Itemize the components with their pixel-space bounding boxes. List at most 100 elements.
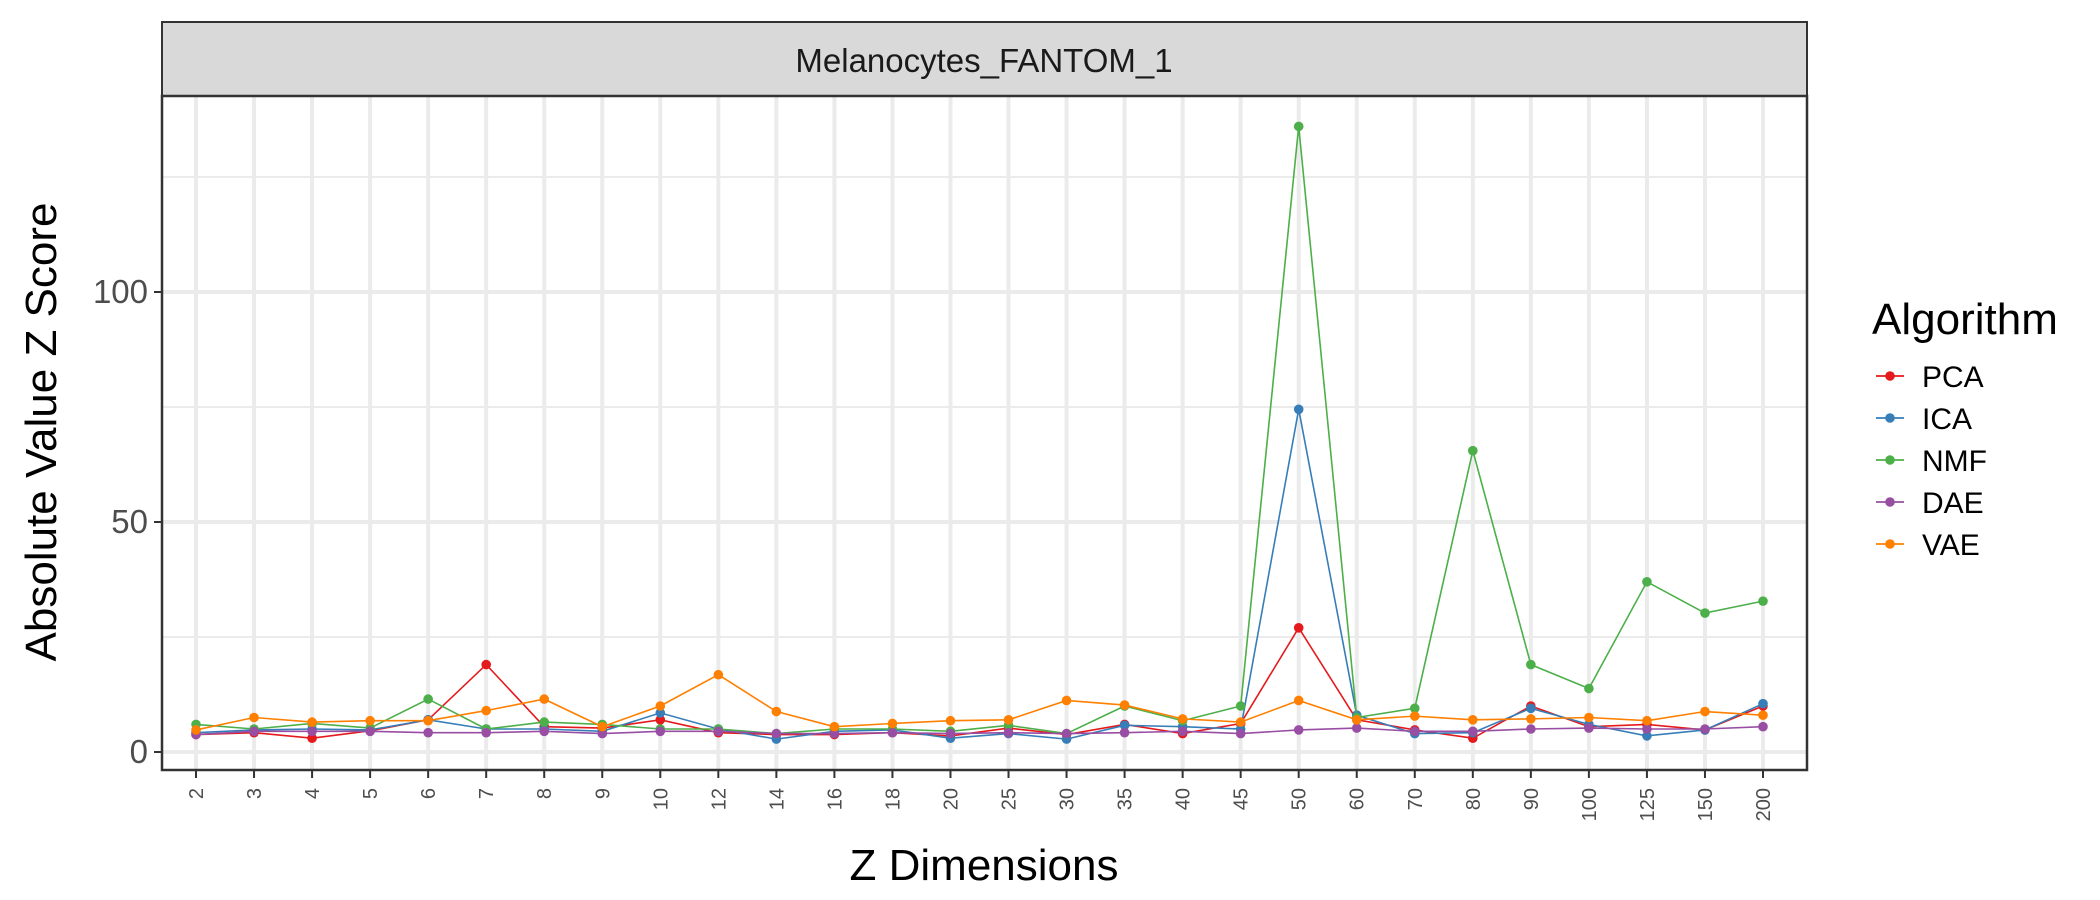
data-point-dae [365, 726, 375, 737]
panel-border [160, 94, 1809, 772]
data-point-ica [655, 708, 666, 718]
data-point-nmf [1642, 577, 1652, 587]
data-point-nmf [1584, 683, 1594, 694]
data-point-dae [1758, 721, 1768, 732]
x-tick-label: 50 [1289, 788, 1311, 810]
data-point-pca [481, 659, 491, 670]
data-point-dae [1177, 726, 1188, 737]
data-point-vae [481, 705, 491, 716]
data-point-vae [597, 721, 608, 732]
data-point-dae [423, 727, 433, 738]
x-tick-label: 25 [999, 788, 1021, 810]
x-tick-label: 100 [1579, 788, 1601, 821]
x-tick-label: 16 [824, 788, 846, 810]
x-tick-label: 9 [592, 788, 614, 799]
x-tick-label: 90 [1521, 788, 1543, 810]
legend-label-dae: DAE [1922, 487, 1984, 520]
x-tick-label: 30 [1057, 788, 1079, 810]
data-point-ica [1758, 698, 1768, 709]
data-point-nmf [423, 694, 433, 704]
legend-key-point-nmf [1885, 455, 1895, 465]
data-point-dae [1584, 723, 1594, 733]
data-point-dae [887, 727, 898, 738]
data-point-vae [945, 715, 956, 726]
x-tick-label: 150 [1695, 788, 1717, 821]
data-point-vae [1642, 715, 1652, 726]
legend-title: Algorithm [1872, 295, 2058, 344]
data-point-ica [1642, 731, 1652, 741]
data-point-dae [1700, 724, 1710, 734]
data-point-dae [1642, 724, 1652, 734]
data-point-vae [1003, 715, 1014, 725]
major-gridlines [162, 96, 1807, 770]
series-line-vae [195, 673, 1764, 731]
legend: Algorithm PCA ICA NMF DAE VAE [1872, 295, 2058, 562]
x-tick-label: 60 [1347, 788, 1369, 810]
data-point-ica [1119, 720, 1130, 731]
series-line-dae [195, 725, 1764, 736]
data-point-dae [307, 726, 317, 737]
data-point-ica [1526, 703, 1536, 714]
data-point-nmf [1700, 608, 1710, 618]
series-line-ica [195, 409, 1764, 740]
data-point-vae [1526, 714, 1536, 724]
x-tick-label: 8 [534, 788, 556, 799]
legend-key-point-vae [1885, 539, 1895, 549]
data-point-vae [307, 717, 317, 727]
series-line-pca [195, 626, 1764, 740]
x-tick-label: 3 [244, 788, 266, 799]
data-point-nmf [539, 717, 550, 727]
data-point-vae [365, 715, 375, 726]
legend-label-nmf: NMF [1922, 445, 1987, 478]
data-point-vae [1758, 710, 1768, 720]
y-tick-label: 50 [111, 503, 148, 540]
legend-label-vae: VAE [1922, 529, 1980, 562]
data-point-nmf [1235, 701, 1246, 711]
x-tick-label: 4 [302, 788, 324, 799]
data-point-dae [597, 728, 608, 739]
data-point-vae [191, 725, 201, 735]
data-point-vae [1409, 711, 1420, 721]
data-point-vae [423, 715, 433, 726]
data-point-vae [249, 712, 259, 723]
data-point-pca [307, 733, 317, 743]
x-tick-label: 35 [1115, 788, 1137, 810]
data-point-dae [1061, 728, 1072, 739]
x-tick-label: 2 [186, 788, 208, 799]
data-point-dae [1468, 726, 1478, 737]
x-tick-label: 10 [650, 788, 672, 810]
data-point-dae [829, 728, 840, 739]
data-point-vae [1061, 695, 1072, 706]
data-point-pca [655, 715, 666, 725]
x-tick-label: 125 [1637, 788, 1659, 821]
data-point-dae [1235, 728, 1246, 739]
data-point-dae [1526, 724, 1536, 734]
data-point-vae [1584, 712, 1594, 723]
data-point-vae [1351, 715, 1362, 725]
legend-key-point-dae [1885, 497, 1895, 507]
x-tick-label: 12 [708, 788, 730, 810]
data-point-vae [887, 718, 898, 729]
data-point-nmf [1409, 703, 1420, 714]
series-layer [191, 121, 1768, 744]
series-line-nmf [195, 126, 1764, 735]
data-point-vae [1700, 706, 1710, 717]
data-point-dae [249, 726, 259, 737]
data-point-dae [1409, 726, 1420, 737]
y-axis-title: Absolute Value Z Score [17, 203, 66, 662]
x-tick-label: 6 [418, 788, 440, 799]
data-point-dae [539, 726, 550, 737]
data-point-vae [829, 721, 840, 732]
x-tick-label: 14 [766, 788, 788, 810]
data-point-vae [1119, 700, 1130, 710]
data-point-dae [1293, 725, 1304, 735]
data-point-dae [945, 728, 956, 739]
x-tick-label: 80 [1463, 788, 1485, 810]
data-point-ica [1293, 404, 1304, 415]
data-point-dae [1003, 727, 1014, 738]
x-tick-label: 18 [882, 788, 904, 810]
x-tick-label: 7 [476, 788, 498, 799]
data-point-nmf [1293, 121, 1304, 132]
